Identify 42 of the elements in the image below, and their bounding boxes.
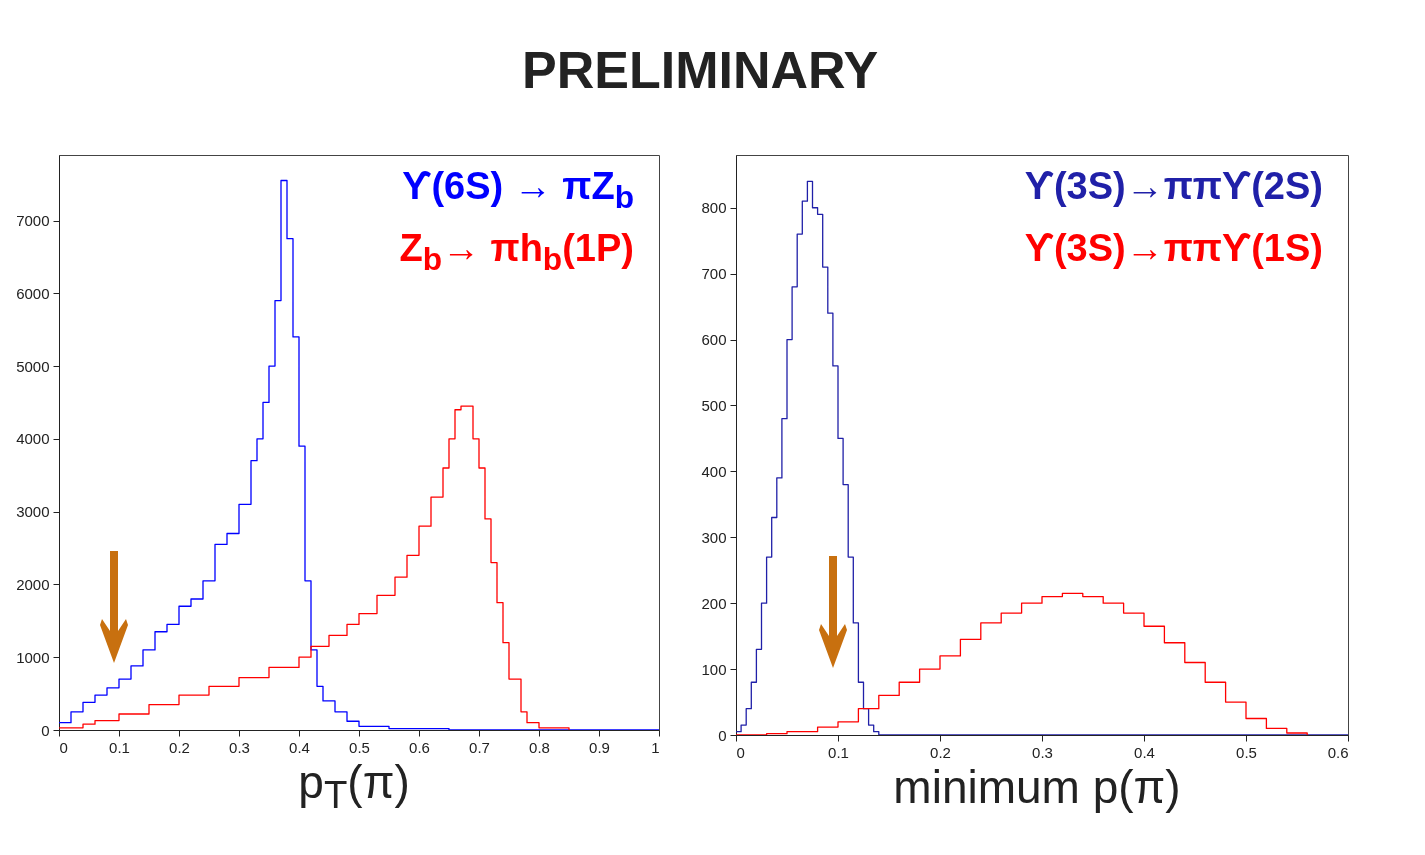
y-tick-label: 200 [701, 594, 727, 612]
y-tick-label: 700 [701, 265, 727, 283]
y-tick-label: 2000 [16, 575, 50, 593]
x-tick-label: 0.3 [229, 738, 250, 756]
y-tick-label: 4000 [16, 430, 50, 448]
x-tick-label: 0.8 [529, 738, 550, 756]
x-tick-label: 0.2 [169, 738, 190, 756]
x-tick-label: 0.5 [349, 738, 370, 756]
x-tick-label: 0.9 [589, 738, 610, 756]
y-tick-label: 300 [701, 528, 727, 546]
y-tick-label: 400 [701, 462, 727, 480]
y-tick-label: 5000 [16, 357, 50, 375]
x-tick-label: 0 [736, 743, 745, 761]
x-tick-label: 0.7 [469, 738, 490, 756]
x-tick-label: 0.1 [828, 743, 849, 761]
y-tick-label: 800 [701, 199, 727, 217]
x-tick-label: 0.6 [1327, 743, 1349, 761]
x-tick-label: 0.4 [289, 738, 310, 756]
text: ϒ(3S)→ππϒ(1S) [1024, 227, 1323, 270]
y-tick-label: 7000 [16, 212, 50, 230]
x-axis-title: minimum p(π) [893, 760, 1181, 814]
y-tick-label: 3000 [16, 503, 50, 521]
y-tick-label: 500 [701, 396, 727, 414]
x-tick-label: 0.4 [1134, 743, 1155, 761]
y-tick-label: 600 [701, 331, 727, 349]
x-tick-label: 0.2 [930, 743, 951, 761]
text: ϒ(6S) → πZ$_{b}$ [402, 165, 634, 216]
x-axis-title: p$_{T}$(π) [298, 755, 410, 818]
x-tick-label: 0.3 [1032, 743, 1053, 761]
text: ϒ(3S)→ππϒ(2S) [1024, 165, 1323, 208]
y-tick-label: 1000 [16, 648, 50, 666]
y-tick-label: 0 [718, 726, 727, 744]
x-tick-label: 0.6 [409, 738, 430, 756]
y-tick-label: 100 [701, 660, 727, 678]
x-tick-label: 1 [651, 738, 660, 756]
x-tick-label: 0.5 [1236, 743, 1257, 761]
y-tick-label: 0 [41, 721, 50, 739]
y-tick-label: 6000 [16, 284, 50, 302]
x-tick-label: 0 [59, 738, 68, 756]
text: Z$_{b}$→ πh$_{b}$(1P) [399, 227, 634, 278]
x-tick-label: 0.1 [109, 738, 130, 756]
chart-title: PRELIMINARY [522, 40, 879, 100]
